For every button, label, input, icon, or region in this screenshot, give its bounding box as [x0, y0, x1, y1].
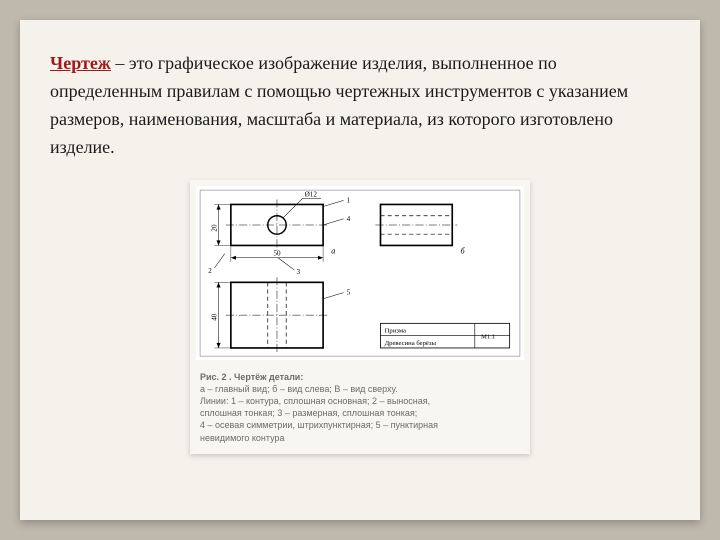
term: Чертеж	[50, 53, 111, 73]
technical-drawing: Ø12 20 50	[196, 186, 524, 360]
svg-text:1: 1	[347, 196, 351, 204]
caption-line: Линии: 1 – контура, сплошная основная; 2…	[200, 396, 430, 406]
slide-card: Чертеж – это графическое изображение изд…	[20, 20, 700, 520]
figure-wrap: Ø12 20 50	[50, 180, 670, 454]
svg-text:Призма: Призма	[385, 327, 406, 334]
label-a: a	[331, 246, 335, 255]
figure-card: Ø12 20 50	[190, 180, 530, 454]
svg-text:20: 20	[211, 224, 219, 232]
caption-line: а – главный вид; б – вид слева; В – вид …	[200, 384, 398, 394]
caption-line: невидимого контура	[200, 433, 285, 443]
svg-text:4: 4	[347, 214, 351, 222]
svg-text:2: 2	[208, 267, 212, 275]
definition-paragraph: Чертеж – это графическое изображение изд…	[50, 50, 670, 162]
svg-text:40: 40	[211, 313, 219, 321]
caption-line: сплошная тонкая; 3 – размерная, сплошная…	[200, 408, 417, 418]
figure-caption: Рис. 2 . Чертёж детали: а – главный вид;…	[196, 365, 524, 448]
svg-text:Древесина берёзы: Древесина берёзы	[385, 339, 437, 346]
svg-text:3: 3	[296, 268, 300, 276]
caption-title: Рис. 2 . Чертёж детали:	[200, 372, 303, 382]
svg-text:5: 5	[347, 288, 351, 296]
svg-text:Ø12: Ø12	[305, 190, 318, 198]
svg-text:М1:1: М1:1	[481, 333, 495, 340]
definition-text: – это графическое изображение изделия, в…	[50, 53, 628, 157]
svg-text:50: 50	[273, 249, 281, 257]
caption-line: 4 – осевая симметрии, штрихпунктирная; 5…	[200, 420, 438, 430]
